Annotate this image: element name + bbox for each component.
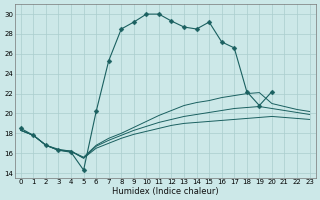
X-axis label: Humidex (Indice chaleur): Humidex (Indice chaleur) [112, 187, 219, 196]
